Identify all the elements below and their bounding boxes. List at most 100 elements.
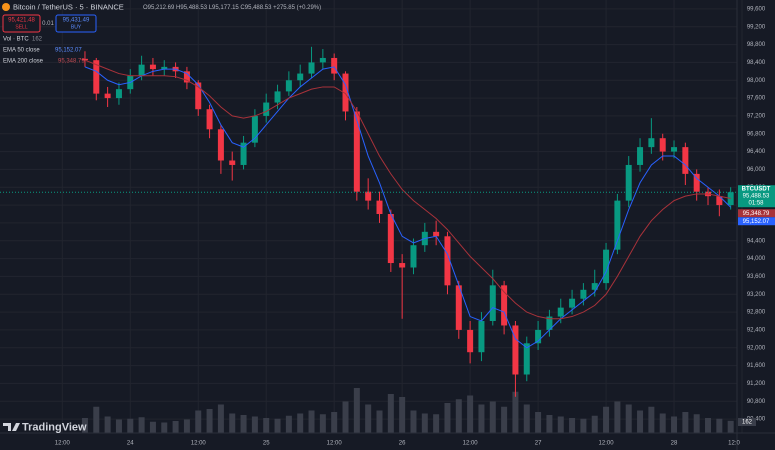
candle-body <box>353 111 360 192</box>
last-price-label: 95,488.53 <box>743 193 770 199</box>
y-tick-label: 92,800 <box>747 310 766 316</box>
volume-bar <box>81 418 88 433</box>
volume-legend: Vol · BTC <box>3 37 29 43</box>
volume-bar <box>115 419 122 433</box>
x-tick-label: 27 <box>535 441 542 447</box>
volume-bar <box>217 404 224 433</box>
volume-bar <box>467 395 474 433</box>
ema200-legend: EMA 200 close <box>3 59 44 65</box>
volume-bar <box>421 413 428 433</box>
label-box <box>738 185 775 208</box>
label-box <box>738 209 775 218</box>
candle-body <box>149 64 156 70</box>
candle-body <box>161 66 168 70</box>
y-tick-label: 99,200 <box>747 24 766 30</box>
volume-bar <box>410 410 417 433</box>
volume-bar <box>353 388 360 433</box>
y-tick-label: 97,200 <box>747 113 766 119</box>
candle-body <box>240 142 247 165</box>
volume-bar <box>580 418 587 433</box>
buy-button[interactable] <box>55 14 97 33</box>
candle-body <box>365 191 372 201</box>
candle-body <box>569 298 576 308</box>
y-tick-label: 99,600 <box>747 6 766 12</box>
sell-label: SELL <box>15 24 27 30</box>
volume-bar <box>625 404 632 433</box>
y-tick-label: 92,000 <box>747 345 766 351</box>
candle-body <box>81 58 88 61</box>
candle-body <box>217 129 224 161</box>
volume-bar <box>274 418 281 433</box>
volume-bar <box>319 414 326 433</box>
candle-body <box>251 115 258 143</box>
candle-body <box>467 329 474 353</box>
plot <box>81 46 734 397</box>
volume-bar <box>127 418 134 433</box>
volume-bar <box>206 409 213 433</box>
candle-body <box>195 82 202 110</box>
ema200-legend-value: 95,348.79 <box>58 59 85 65</box>
candle-body <box>523 343 530 375</box>
volume-bar <box>376 410 383 433</box>
volume-bar <box>648 406 655 433</box>
x-tick-label: 25 <box>263 441 270 447</box>
y-tick-label: 96,400 <box>747 149 766 155</box>
candle-body <box>206 109 213 130</box>
candle-body <box>716 196 723 206</box>
candle-body <box>376 200 383 214</box>
sell-button[interactable] <box>2 14 41 33</box>
volume-bar <box>195 410 202 433</box>
volume-bar <box>149 421 156 433</box>
y-tick-label: 94,400 <box>747 238 766 244</box>
countdown-label: 01:58 <box>748 200 764 206</box>
volume-bar <box>682 412 689 433</box>
candle-body <box>229 160 236 165</box>
volume-bar <box>331 412 338 433</box>
volume-bar <box>693 414 700 433</box>
candle-body <box>410 245 417 268</box>
label-box <box>738 217 775 226</box>
volume-bar <box>104 416 111 433</box>
volume-bar <box>512 391 519 433</box>
candle-body <box>331 57 338 74</box>
candle-body <box>104 93 111 99</box>
candle-body <box>478 321 485 353</box>
candle-body <box>399 263 406 268</box>
y-tick-label: 96,000 <box>747 167 766 173</box>
y-tick-label: 97,600 <box>747 96 766 102</box>
volume-bar <box>523 404 530 433</box>
candle-body <box>297 73 304 81</box>
volume-bar <box>455 399 462 433</box>
x-tick-label: 12:00 <box>191 441 207 447</box>
ohlc: O95,212.69 H95,488.53 L95,177.15 C95,488… <box>143 5 321 11</box>
candle-body <box>535 329 542 344</box>
y-tick-label: 91,600 <box>747 363 766 369</box>
y-tick-label: 92,400 <box>747 327 766 333</box>
volume-bar <box>263 418 270 433</box>
candle-body <box>671 147 678 152</box>
y-tick-label: 90,400 <box>747 417 766 423</box>
volume-bar <box>172 421 179 433</box>
volume-bar <box>251 416 258 433</box>
candle-body <box>285 80 292 92</box>
buy-price: 95,431.49 <box>63 18 90 24</box>
candle-body <box>693 173 700 192</box>
y-tick-label: 90,800 <box>747 399 766 405</box>
x-tick-label: 24 <box>127 441 134 447</box>
volume-bar <box>591 415 598 433</box>
candle-body <box>659 138 666 152</box>
y-tick-label: 98,400 <box>747 60 766 66</box>
ema-line <box>84 59 731 320</box>
candle-body <box>433 231 440 237</box>
candle-body <box>387 214 394 264</box>
y-tick-label: 93,200 <box>747 292 766 298</box>
candle-body <box>682 147 689 174</box>
volume-bar <box>433 414 440 433</box>
volume-legend-value: 162 <box>32 37 43 43</box>
candle-body <box>648 138 655 148</box>
volume-bar <box>478 404 485 433</box>
volume-bar <box>365 404 372 433</box>
y-tick-label: 98,000 <box>747 78 766 84</box>
coin-icon <box>2 3 10 11</box>
